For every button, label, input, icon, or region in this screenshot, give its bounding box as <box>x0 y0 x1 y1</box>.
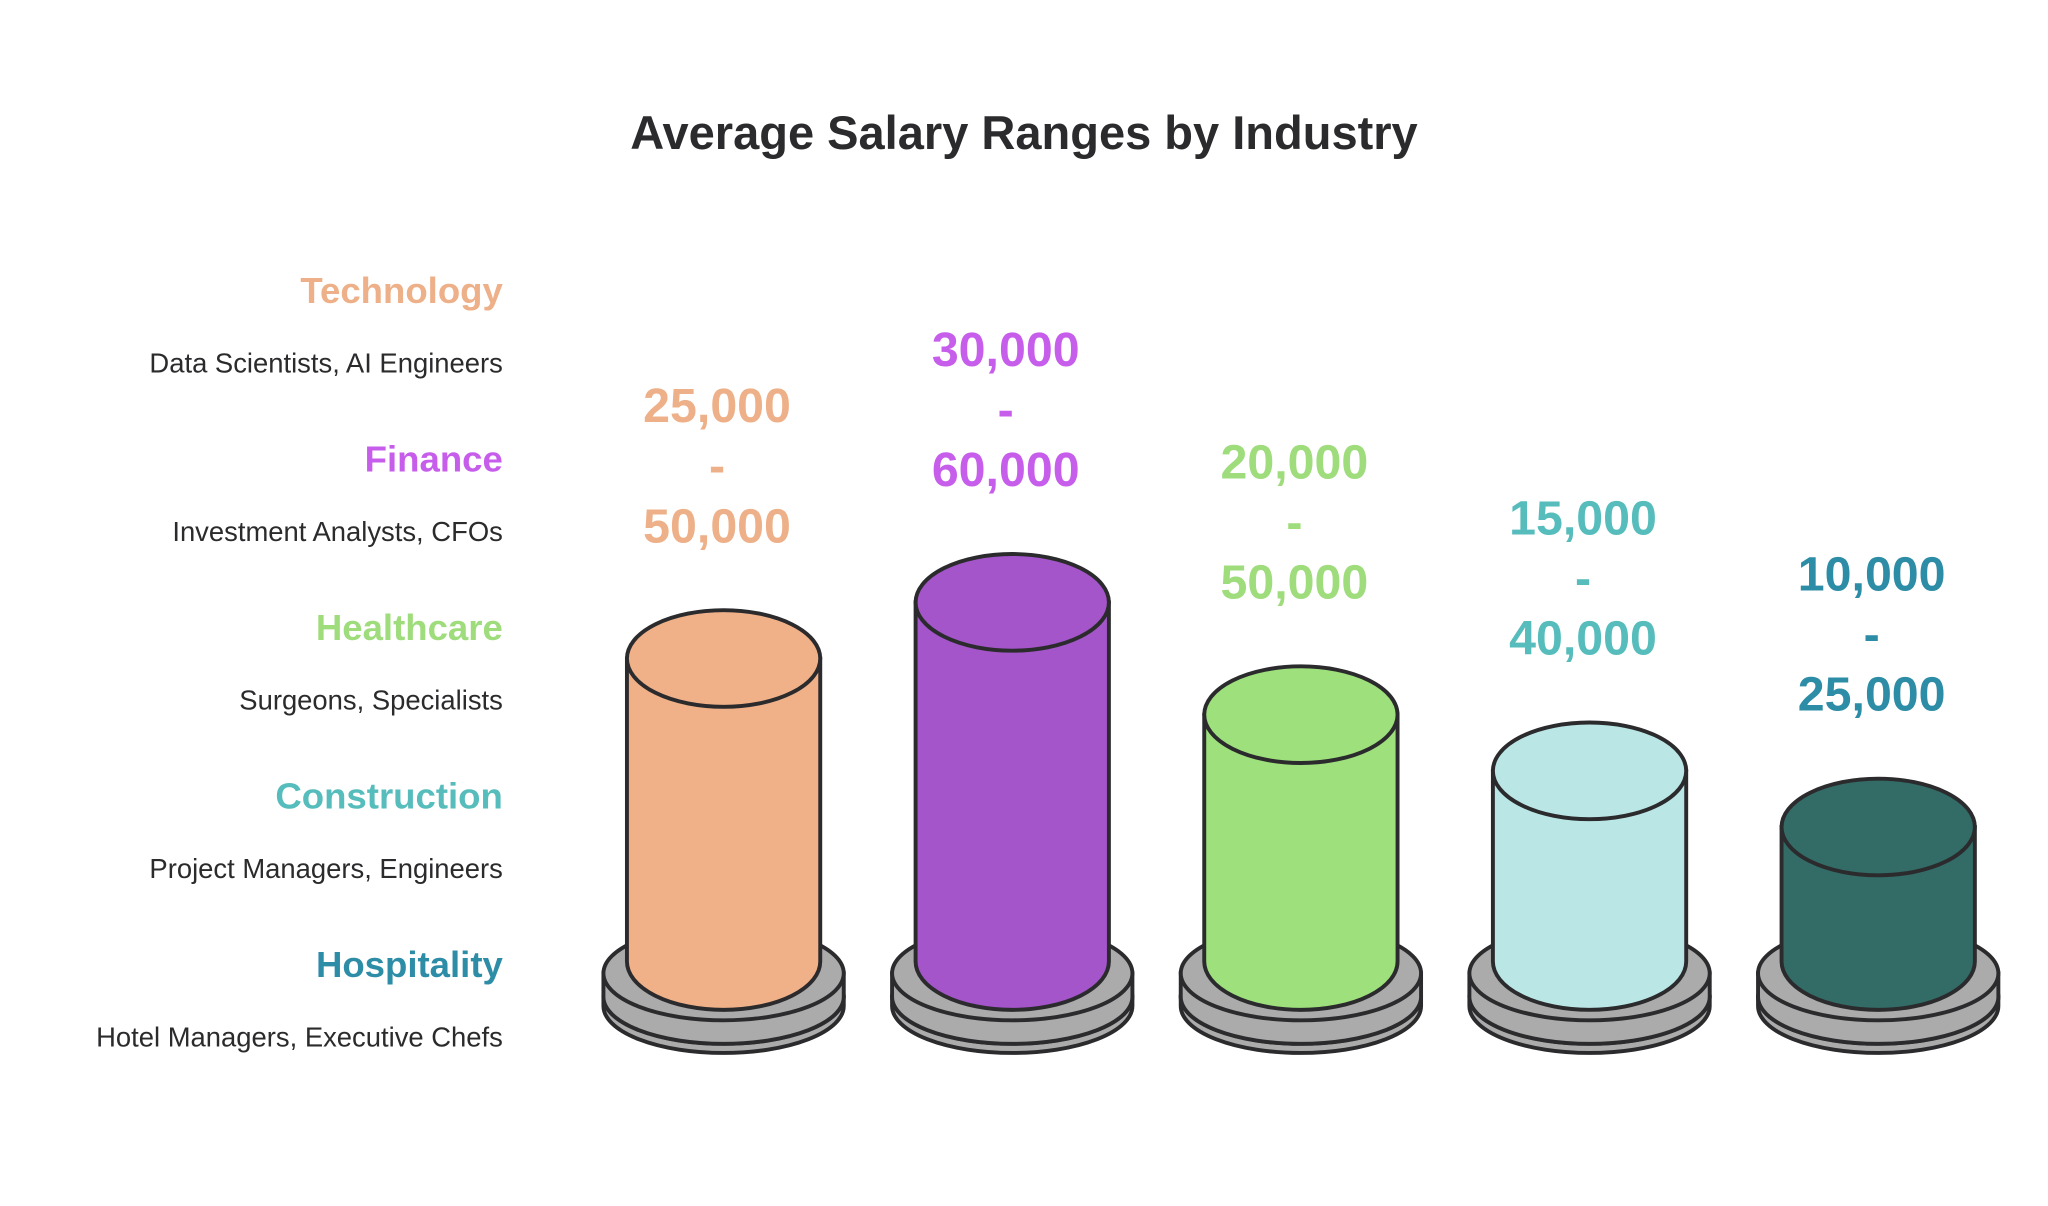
legend-description: Data Scientists, AI Engineers <box>149 347 502 378</box>
bar-hospitality <box>1756 776 2001 1055</box>
value-label-sep: - <box>998 383 1014 437</box>
value-label-sep: - <box>1575 552 1591 606</box>
legend-category: Construction <box>275 776 502 817</box>
legend-category: Healthcare <box>316 607 503 648</box>
cylinder-body <box>1779 825 1977 1012</box>
bars <box>601 552 2001 1055</box>
cylinder-body <box>1490 768 1689 1012</box>
value-label-high: 60,000 <box>932 443 1080 497</box>
value-label-high: 40,000 <box>1509 612 1657 666</box>
value-label-low: 15,000 <box>1509 491 1657 545</box>
cylinder-top <box>624 608 823 709</box>
value-labels: 25,000 - 50,000 30,000 - 60,000 20,000 - 50,000 1… <box>643 323 1945 722</box>
legend-category: Technology <box>300 270 503 311</box>
value-label-high: 25,000 <box>1798 668 1946 722</box>
value-label-low: 10,000 <box>1798 548 1946 602</box>
cylinder-body <box>913 600 1111 1012</box>
legend-description: Investment Analysts, CFOs <box>172 516 503 547</box>
value-label-low: 30,000 <box>932 323 1080 377</box>
bar-finance <box>890 552 1135 1055</box>
value-label-sep: - <box>709 439 725 493</box>
legend: Technology Data Scientists, AI Engineers F… <box>96 270 503 1052</box>
bar-construction <box>1467 720 1712 1055</box>
value-label-high: 50,000 <box>1220 555 1368 609</box>
legend-category: Finance <box>365 439 503 480</box>
value-label-low: 20,000 <box>1220 435 1368 489</box>
legend-description: Project Managers, Engineers <box>149 853 502 884</box>
cylinder-top <box>1779 776 1977 878</box>
cylinder-top <box>1490 720 1689 822</box>
value-label-sep: - <box>1286 495 1302 549</box>
bar-healthcare <box>1178 664 1424 1055</box>
cylinder-top <box>913 552 1111 653</box>
value-label-high: 50,000 <box>643 499 791 553</box>
cylinder-body <box>624 656 823 1012</box>
legend-description: Hotel Managers, Executive Chefs <box>96 1021 503 1052</box>
bar-technology <box>601 608 846 1055</box>
value-label-sep: - <box>1864 608 1880 662</box>
legend-category: Hospitality <box>316 944 504 985</box>
chart-title: Average Salary Ranges by Industry <box>630 106 1417 159</box>
cylinder-top <box>1202 664 1400 765</box>
cylinder-body <box>1202 712 1400 1012</box>
legend-description: Surgeons, Specialists <box>239 684 503 715</box>
value-label-low: 25,000 <box>643 379 791 433</box>
